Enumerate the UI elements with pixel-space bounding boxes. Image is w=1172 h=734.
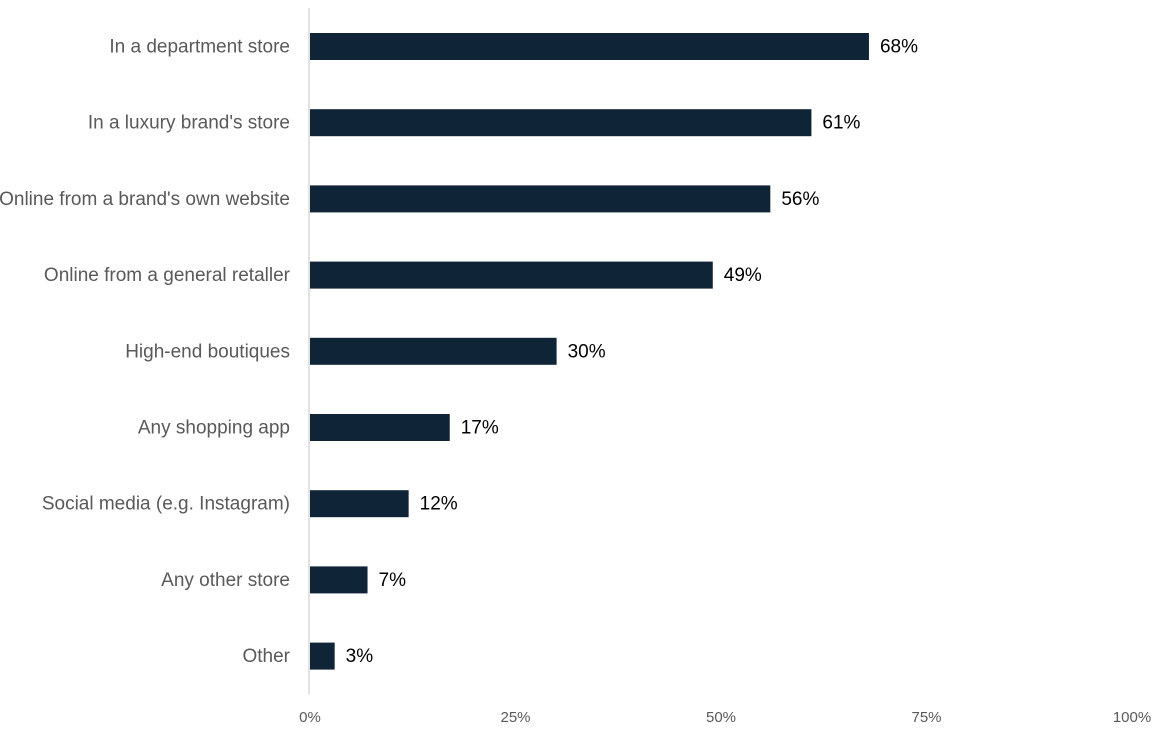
bar bbox=[310, 642, 335, 670]
bar bbox=[310, 414, 450, 441]
x-tick-label: 25% bbox=[500, 709, 530, 726]
data-label: 7% bbox=[379, 570, 407, 591]
category-label: In a department store bbox=[109, 37, 290, 58]
data-label: 17% bbox=[461, 418, 499, 439]
category-label: Any shopping app bbox=[138, 418, 290, 439]
category-label: Online from a general retaller bbox=[44, 265, 291, 286]
x-tick-label: 0% bbox=[299, 709, 321, 726]
data-label: 61% bbox=[822, 113, 860, 134]
bar bbox=[310, 337, 557, 365]
x-tick-label: 50% bbox=[706, 709, 736, 726]
category-label: In a luxury brand's store bbox=[88, 113, 290, 134]
x-tick-label: 100% bbox=[1113, 709, 1151, 726]
category-label: Other bbox=[242, 646, 290, 667]
bar bbox=[310, 33, 869, 60]
bar bbox=[310, 490, 409, 518]
bar bbox=[310, 185, 771, 213]
data-label: 49% bbox=[724, 265, 762, 286]
x-tick-label: 75% bbox=[911, 709, 941, 726]
category-label: Online from a brand's own website bbox=[0, 189, 290, 210]
data-label: 12% bbox=[420, 494, 458, 515]
data-label: 68% bbox=[880, 37, 918, 58]
category-label: High-end boutiques bbox=[125, 341, 290, 362]
bar bbox=[310, 566, 368, 594]
data-label: 30% bbox=[568, 341, 606, 362]
category-label: Social media (e.g. Instagram) bbox=[42, 494, 290, 515]
data-label: 56% bbox=[781, 189, 819, 210]
bar bbox=[310, 261, 713, 289]
data-label: 3% bbox=[346, 646, 374, 667]
category-label: Any other store bbox=[161, 570, 290, 591]
bar bbox=[310, 109, 812, 137]
